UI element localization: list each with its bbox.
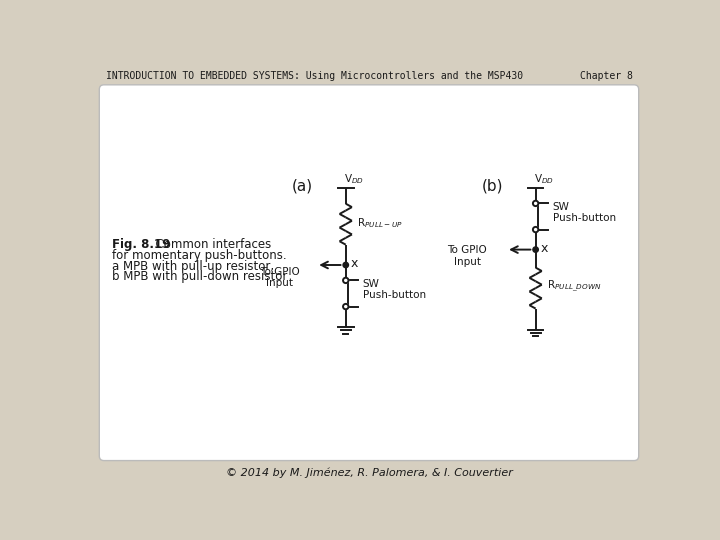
Circle shape [343,304,348,309]
Circle shape [533,247,539,252]
Text: Chapter 8: Chapter 8 [580,71,632,80]
Circle shape [343,262,348,268]
Text: b MPB with pull-down resistor: b MPB with pull-down resistor [112,271,287,284]
Text: a MPB with pull-up resistor,: a MPB with pull-up resistor, [112,260,274,273]
Text: SW
Push-button: SW Push-button [363,279,426,300]
FancyBboxPatch shape [99,85,639,461]
Text: R$_{PULL\_DOWN}$: R$_{PULL\_DOWN}$ [547,279,602,294]
Text: R$_{PULL-UP}$: R$_{PULL-UP}$ [357,216,403,229]
Text: Common interfaces: Common interfaces [148,238,271,251]
Text: (b): (b) [482,179,503,194]
Text: INTRODUCTION TO EMBEDDED SYSTEMS: Using Microcontrollers and the MSP430: INTRODUCTION TO EMBEDDED SYSTEMS: Using … [106,71,523,80]
Text: x: x [540,241,548,254]
Text: SW
Push-button: SW Push-button [553,202,616,224]
Text: V$_{DD}$: V$_{DD}$ [534,172,554,186]
Text: for momentary push-buttons.: for momentary push-buttons. [112,249,287,262]
Circle shape [533,227,539,232]
Circle shape [533,201,539,206]
Text: © 2014 by M. Jiménez, R. Palomera, & I. Couvertier: © 2014 by M. Jiménez, R. Palomera, & I. … [225,468,513,478]
Circle shape [343,278,348,283]
Text: (a): (a) [292,179,312,194]
Text: x: x [351,257,358,270]
Text: V$_{DD}$: V$_{DD}$ [344,172,364,186]
Text: To GPIO
Input: To GPIO Input [260,267,300,288]
Text: To GPIO
Input: To GPIO Input [448,245,487,267]
Text: Fig. 8.19: Fig. 8.19 [112,238,170,251]
